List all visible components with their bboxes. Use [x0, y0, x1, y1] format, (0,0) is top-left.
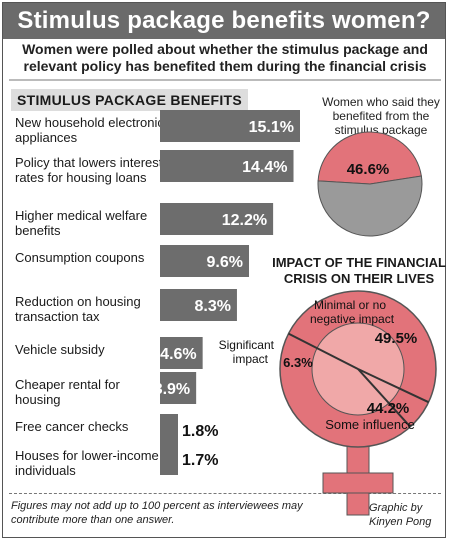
bar-category-label: Vehicle subsidy — [15, 342, 105, 357]
bar-value-label: 14.4% — [242, 159, 287, 176]
ring-divider — [288, 332, 359, 370]
divider — [9, 79, 441, 81]
footnote-divider — [9, 493, 441, 495]
bar-chart-title: STIMULUS PACKAGE BENEFITS — [11, 89, 249, 111]
impact-chart-title: IMPACT OF THE FINANCIAL CRISIS ON THEIR … — [272, 255, 446, 286]
bar-category-label: Reduction on housing transaction tax — [15, 294, 141, 324]
footnote: Figures may not add up to 100 percent as… — [11, 500, 303, 526]
ring-value-label: 44.2% — [367, 400, 410, 417]
pie-slice — [317, 131, 422, 185]
bar-value-label: 15.1% — [249, 119, 294, 136]
bar-category-label: Consumption coupons — [15, 250, 145, 265]
bar-value-label: 12.2% — [222, 212, 267, 229]
bar — [160, 203, 274, 235]
ring-divider — [357, 368, 430, 404]
bar-category-label: Free cancer checks — [15, 419, 129, 434]
bar — [160, 150, 294, 182]
bar-category-label: Higher medical welfare benefits — [15, 208, 148, 238]
bar-value-label: 3.9% — [154, 381, 190, 398]
bar — [160, 372, 197, 404]
ring-category-label: Some influence — [325, 417, 415, 432]
ring-category-label: Minimal or no — [314, 298, 386, 312]
bar-value-label: 1.7% — [182, 452, 218, 469]
bar-value-label: 4.6% — [160, 346, 196, 363]
bar — [160, 110, 300, 142]
bar — [160, 337, 203, 369]
ring-value-label: 49.5% — [375, 330, 418, 347]
graphic-credit: Graphic by Kinyen Pong — [369, 502, 432, 528]
ring-category-label: negative impact — [310, 312, 395, 326]
bar-value-label: 1.8% — [182, 423, 218, 440]
bar-category-label: New household electronic appliances — [15, 115, 164, 145]
bar-value-label: 9.6% — [207, 254, 243, 271]
ring-category-label: impact — [233, 352, 269, 366]
page-title: Stimulus package benefits women? — [3, 3, 445, 39]
bar — [160, 414, 178, 446]
bar-category-label: Houses for lower-income individuals — [15, 448, 159, 478]
female-symbol-crossbar — [322, 472, 394, 494]
ring-category-label: Significant — [219, 338, 275, 352]
pie-slice — [317, 175, 423, 237]
ring-value-label: 6.3% — [283, 355, 313, 370]
bar-category-label: Cheaper rental for housing — [15, 377, 120, 407]
infographic-frame: Stimulus package benefits women? Women w… — [2, 2, 446, 538]
ring-divider — [357, 368, 412, 428]
bar — [160, 245, 250, 277]
bar-category-label: Policy that lowers interest rates for ho… — [15, 155, 163, 185]
bar-value-label: 8.3% — [194, 298, 230, 315]
subtitle: Women were polled about whether the stim… — [22, 41, 428, 74]
pie-value-label: 46.6% — [347, 161, 390, 178]
bar — [160, 443, 178, 475]
bar — [160, 289, 237, 321]
